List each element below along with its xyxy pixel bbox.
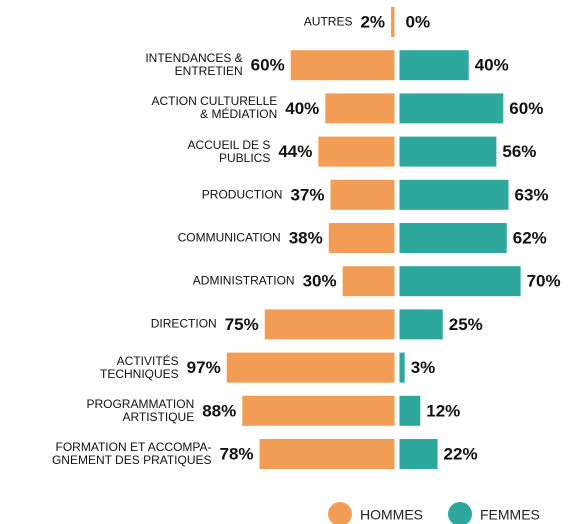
value-label: 37% [290,185,324,204]
value-label: 75% [225,315,259,334]
legend-label: FEMMES [480,507,540,523]
value-label: 62% [513,228,547,247]
category-label: PROGRAMMATION ARTISTIQUE [86,396,195,424]
bar [330,179,395,210]
bar [242,395,395,426]
value-label: 63% [514,185,548,204]
legend-marker [328,502,352,524]
bar [264,309,395,340]
bar [226,352,395,383]
value-label: 88% [202,401,236,420]
bar [399,93,504,124]
bar [399,309,443,340]
legend-marker [448,502,472,524]
bar [290,50,395,81]
bar [318,136,395,167]
bar [328,223,395,253]
value-label: 97% [187,358,221,377]
bar [399,266,521,297]
bar [325,93,395,124]
bar [399,136,497,167]
bar [399,223,507,253]
value-label: 25% [449,315,483,334]
category-label: DIRECTION [150,316,217,331]
value-label: 38% [289,228,323,247]
value-label: 44% [278,142,312,161]
bar [399,395,421,426]
value-label: 12% [426,401,460,420]
value-label: 40% [475,56,509,75]
category-label: AUTRES [303,14,353,29]
bar [399,439,438,469]
value-label: 30% [303,272,337,291]
value-label: 78% [220,444,254,463]
bar [391,7,395,37]
legend-label: HOMMES [360,507,423,523]
bar [399,352,405,383]
value-label: 60% [251,56,285,75]
category-label: ADMINISTRATION [192,273,295,288]
category-label: ACTIVITÉS TECHNIQUES [99,353,179,381]
category-label: FORMATION ET ACCOMPA- GNEMENT DES PRATIQ… [51,440,212,467]
value-label: 22% [444,444,478,463]
category-label: PRODUCTION [201,187,283,202]
category-label: INTENDANCES & ENTRETIEN [145,51,243,79]
value-label: 40% [285,99,319,118]
category-label: COMMUNICATION [177,230,281,245]
value-label: 3% [411,358,436,377]
value-label: 60% [509,99,543,118]
value-label: 2% [360,12,385,31]
bar [342,266,395,297]
value-label: 56% [502,142,536,161]
bar [259,439,395,469]
bar [399,50,469,81]
category-label: ACTION CULTURELLE & MÉDIATION [151,94,278,122]
value-label: 0% [406,12,431,31]
bar [399,179,509,210]
value-label: 70% [527,272,561,291]
category-label: ACCUEIL DE S PUBLICS [187,137,271,165]
